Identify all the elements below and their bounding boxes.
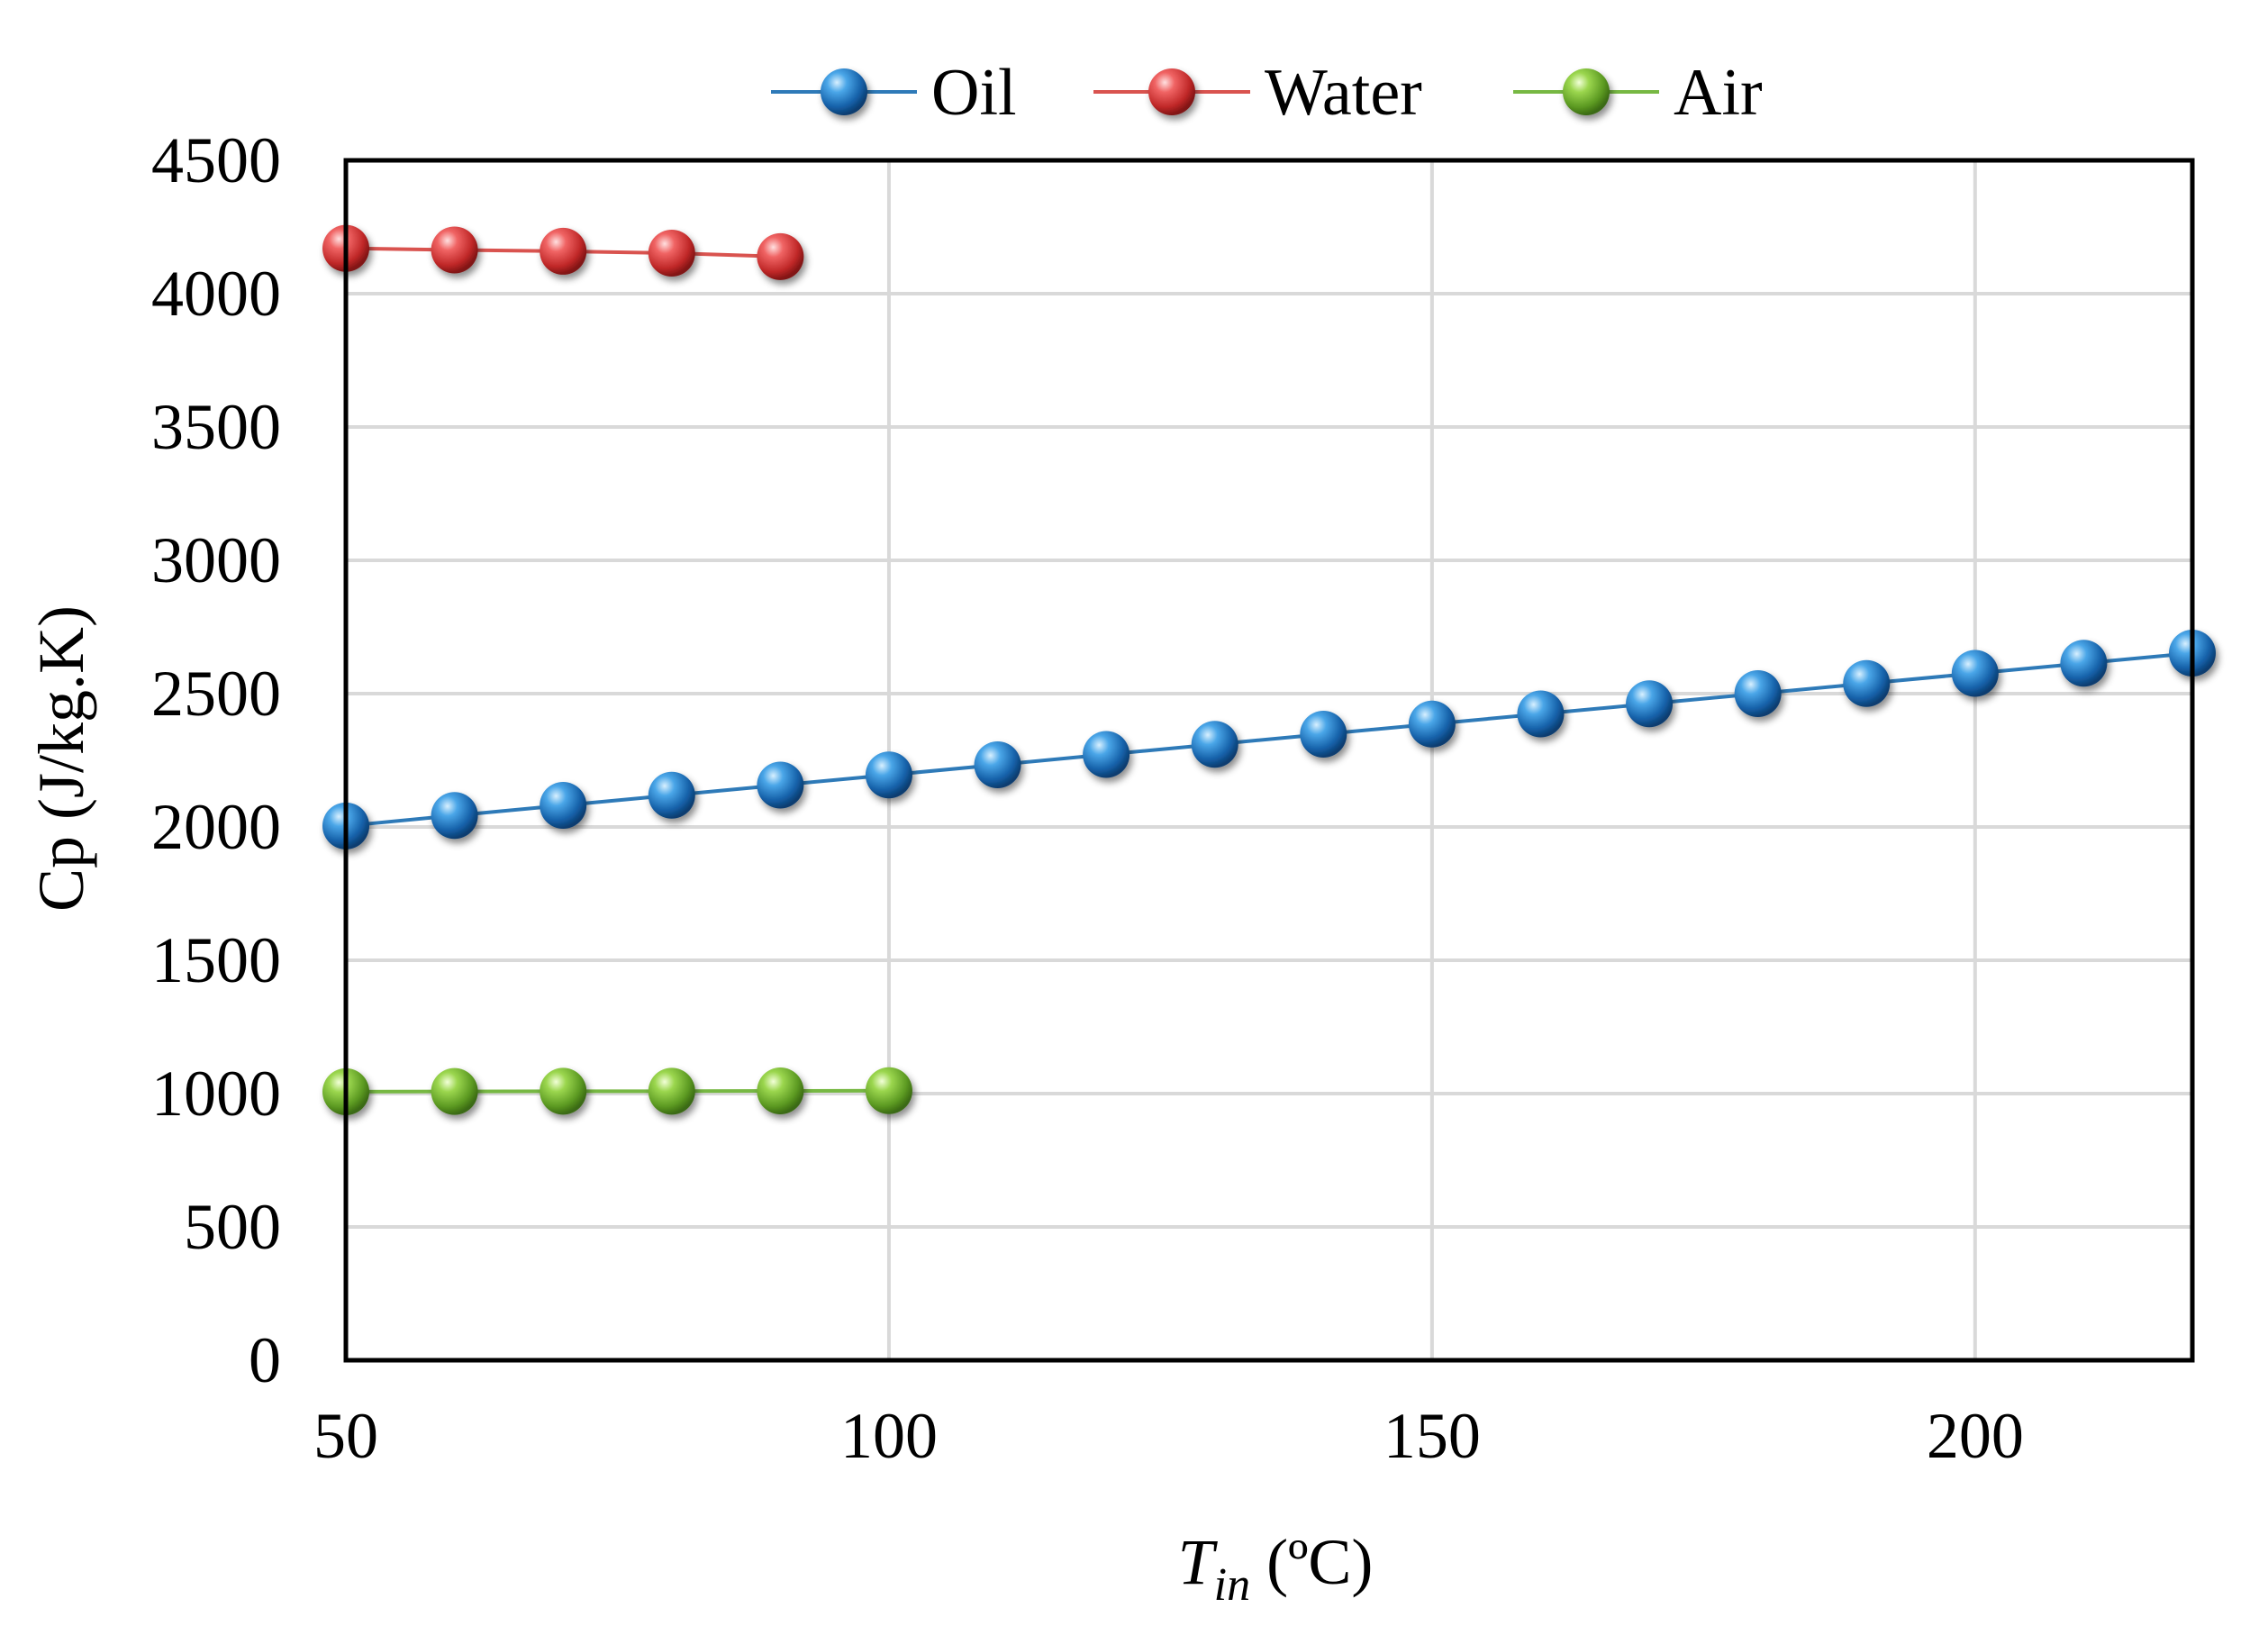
data-point-oil <box>1408 700 1456 748</box>
data-point-oil <box>1626 680 1674 728</box>
data-point-oil <box>757 761 804 809</box>
y-tick-label: 0 <box>249 1324 281 1396</box>
data-point-oil <box>648 771 695 819</box>
data-point-air <box>540 1067 587 1115</box>
y-tick-label: 500 <box>184 1191 281 1263</box>
y-axis-ticks: 0 500 1000 1500 2000 2500 3000 3500 4000 4500 <box>151 124 281 1396</box>
data-point-oil <box>1191 721 1238 768</box>
series-water <box>322 224 804 280</box>
data-point-oil <box>865 751 912 799</box>
x-axis-title-main: T <box>1178 1526 1219 1598</box>
y-tick-label: 2000 <box>151 791 281 863</box>
data-point-oil <box>1734 670 1782 717</box>
series-layer <box>322 224 2216 1115</box>
data-point-oil <box>431 792 478 840</box>
y-tick-label: 3500 <box>151 391 281 463</box>
series-line-oil <box>345 651 2193 828</box>
x-tick-label: 150 <box>1383 1400 1481 1472</box>
data-point-air <box>648 1067 695 1115</box>
x-tick-label: 50 <box>313 1400 378 1472</box>
data-point-oil <box>1951 649 1999 697</box>
series-line-air <box>345 1088 889 1094</box>
data-point-water <box>431 226 478 274</box>
y-tick-label: 2500 <box>151 658 281 730</box>
legend-label-air: Air <box>1674 56 1763 130</box>
x-axis-title-subscript: in <box>1214 1559 1250 1611</box>
data-point-oil <box>540 782 587 830</box>
data-point-oil <box>974 741 1021 789</box>
data-point-oil <box>1300 710 1347 758</box>
legend-marker-air <box>1563 68 1610 115</box>
data-point-water <box>648 230 695 277</box>
plot-area-border <box>343 158 2195 1363</box>
series-oil <box>322 630 2216 849</box>
grid <box>344 159 2192 1362</box>
y-tick-label: 4000 <box>151 258 281 330</box>
data-point-air <box>757 1067 804 1115</box>
data-point-water <box>540 227 587 275</box>
x-tick-label: 100 <box>840 1400 938 1472</box>
data-point-air <box>865 1067 912 1114</box>
legend-marker-oil <box>821 68 867 115</box>
data-point-oil <box>1083 731 1130 778</box>
legend-item-air: Air <box>1513 56 1763 130</box>
legend-marker-water <box>1148 68 1195 115</box>
data-point-oil <box>1517 690 1565 738</box>
x-axis-title: Tin (ºC) <box>1178 1526 1374 1611</box>
y-tick-label: 4500 <box>151 124 281 196</box>
y-tick-label: 1500 <box>151 924 281 996</box>
y-tick-label: 3000 <box>151 524 281 596</box>
legend-label-water: Water <box>1265 56 1422 130</box>
data-point-air <box>431 1067 478 1115</box>
x-axis-title-unit: (ºC) <box>1250 1526 1373 1598</box>
y-tick-label: 1000 <box>151 1058 281 1130</box>
legend: Oil Water Air <box>771 56 1763 130</box>
data-point-oil <box>1843 659 1891 707</box>
legend-item-oil: Oil <box>771 56 1017 130</box>
legend-label-oil: Oil <box>931 56 1017 130</box>
x-axis-ticks: 50 100 150 200 <box>313 1400 2024 1472</box>
data-point-oil <box>2060 640 2108 687</box>
series-air <box>322 1067 912 1115</box>
x-tick-label: 200 <box>1927 1400 2024 1472</box>
legend-item-water: Water <box>1093 56 1422 130</box>
y-axis-title: Cp (J/kg.K) <box>25 605 97 912</box>
data-point-water <box>757 232 804 280</box>
